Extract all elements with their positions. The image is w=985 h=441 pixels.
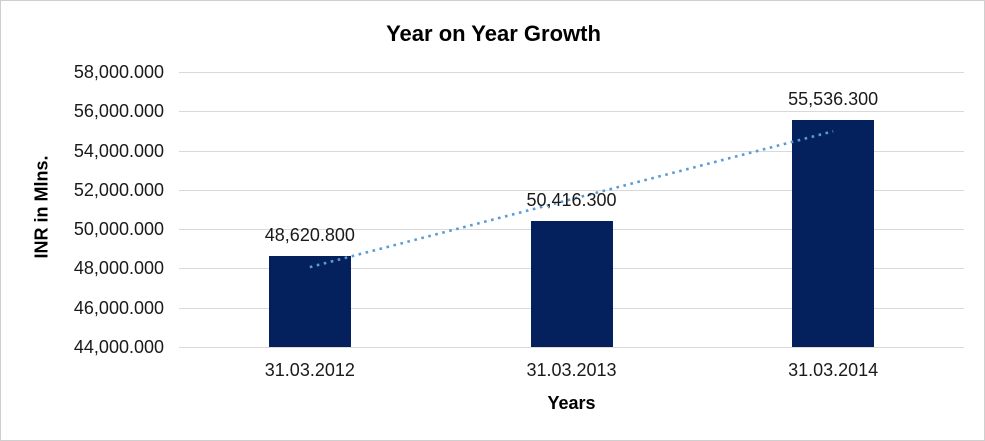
data-label-31.03.2013: 50,416.300 [526, 189, 617, 210]
data-label-31.03.2014: 55,536.300 [788, 89, 879, 110]
bar-31.03.2014 [792, 120, 875, 347]
bar-31.03.2012 [268, 256, 351, 347]
x-axis-tick-label: 31.03.2014 [788, 360, 879, 380]
y-axis-tick-label: 50,000.000 [73, 219, 164, 240]
y-axis-tick-label: 54,000.000 [73, 140, 164, 161]
y-axis-tick-label: 52,000.000 [73, 179, 164, 200]
y-axis-tick-label: 48,000.000 [73, 258, 164, 279]
x-axis-tick-label: 31.03.2013 [526, 360, 617, 380]
x-axis-title: Years [547, 393, 596, 413]
y-axis-tick-label: 44,000.000 [73, 337, 164, 357]
y-axis-title-text: INR in Mlns. [31, 155, 52, 259]
y-axis-tick-label: 46,000.000 [73, 297, 164, 318]
gridline [179, 189, 964, 191]
y-axis-tick-label: 56,000.000 [73, 101, 164, 122]
plot-area: 48,620.800 50,416.300 55,536.300 [179, 72, 964, 348]
chart-title: Year on Year Growth [386, 21, 601, 46]
data-label-31.03.2012: 48,620.800 [264, 225, 355, 246]
x-axis-line [179, 347, 964, 348]
gridline [179, 72, 964, 73]
gridline [179, 111, 964, 113]
y-axis-tick-label: 58,000.000 [73, 62, 164, 82]
x-axis-tick-label: 31.03.2012 [264, 360, 355, 380]
bar-31.03.2013 [530, 220, 613, 347]
gridline [179, 150, 964, 152]
